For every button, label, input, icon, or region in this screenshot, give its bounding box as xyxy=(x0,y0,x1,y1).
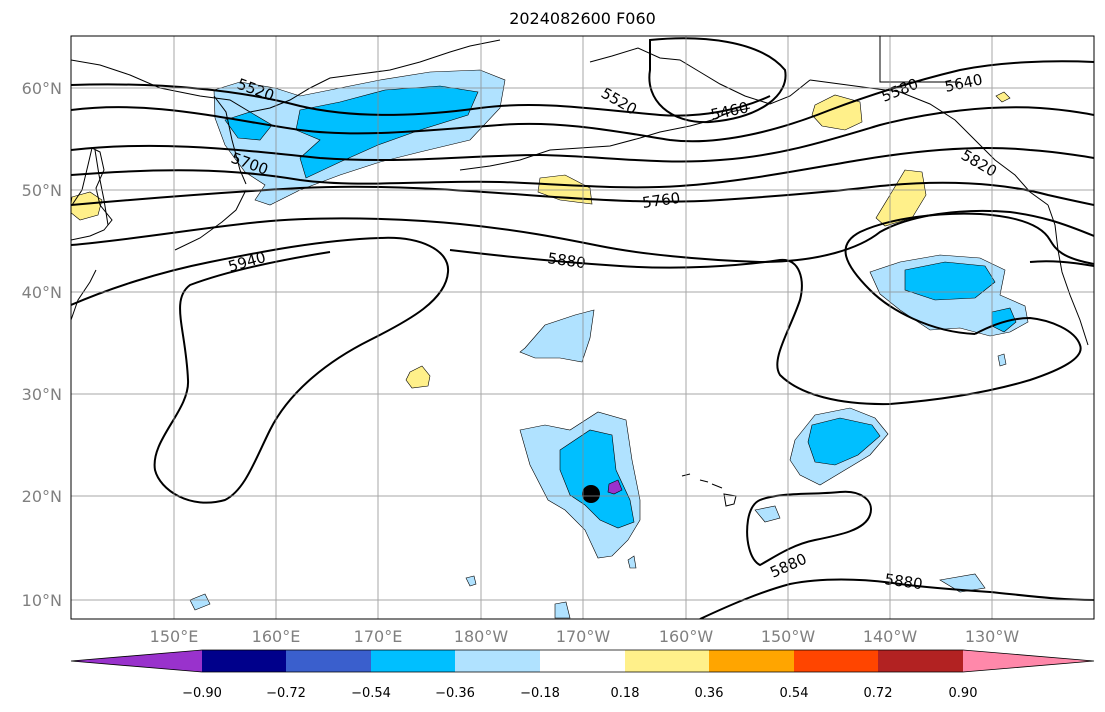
negative-anomaly-small-south-5 xyxy=(627,555,637,569)
colorbar-segment xyxy=(709,650,794,672)
lon-tick-140w: 140°W xyxy=(863,627,918,646)
coastlines xyxy=(71,36,1089,346)
positive-anomaly-small-1 xyxy=(405,365,431,389)
lat-tick-40: 40°N xyxy=(22,283,62,302)
contour-label-5880-south-2: 5880 xyxy=(883,570,923,593)
contour-5820 xyxy=(71,209,1094,264)
negative-anomaly-deep-typhoon xyxy=(607,479,623,495)
colorbar-segments xyxy=(70,649,1095,673)
colorbar-ticks: −0.90 −0.72 −0.54 −0.36 −0.18 0.18 0.36 … xyxy=(182,686,977,701)
colorbar-tick-9: 0.72 xyxy=(864,686,893,701)
lon-tick-170w: 170°W xyxy=(556,627,611,646)
colorbar-tick-2: −0.72 xyxy=(266,686,306,701)
colorbar-segment xyxy=(540,650,625,672)
lat-tick-20: 20°N xyxy=(22,487,62,506)
coast-kamchatka xyxy=(213,95,247,185)
negative-anomaly-small-south-1 xyxy=(754,505,781,523)
colorbar-tick-6: 0.18 xyxy=(611,686,640,701)
negative-anomaly-central-north xyxy=(519,309,595,363)
plot-frame xyxy=(70,35,1095,620)
colorbar-segment xyxy=(71,650,202,672)
anomaly-shading xyxy=(71,69,1029,619)
positive-anomaly-small-2 xyxy=(995,91,1011,103)
lon-tick-160e: 160°E xyxy=(252,627,301,646)
contour-label-5880-center: 5880 xyxy=(546,249,586,272)
colorbar-segment xyxy=(202,650,286,672)
colorbar-tick-5: −0.18 xyxy=(520,686,560,701)
colorbar: −0.90 −0.72 −0.54 −0.36 −0.18 0.18 0.36 … xyxy=(70,649,1095,701)
coast-sakhalin xyxy=(94,149,109,226)
coast-alaska-gulf xyxy=(809,79,1049,206)
colorbar-tick-4: −0.36 xyxy=(435,686,475,701)
contour-5880-south-closed xyxy=(746,490,872,567)
negative-anomaly-small-south-7 xyxy=(997,353,1007,367)
storm-center-marker xyxy=(582,485,600,503)
contour-5640 xyxy=(71,106,1094,163)
map-title: 2024082600 F060 xyxy=(509,9,656,28)
coast-kuril xyxy=(174,189,247,251)
contour-5520-closed xyxy=(648,37,787,124)
negative-anomaly-small-south-6 xyxy=(465,575,477,587)
contour-5880-east xyxy=(1029,260,1094,267)
negative-anomaly-small-south-3 xyxy=(554,601,571,619)
negative-anomaly-small-south-4 xyxy=(189,593,211,611)
lon-tick-150w: 150°W xyxy=(761,627,816,646)
colorbar-segment xyxy=(371,650,455,672)
contour-5880-south xyxy=(699,578,1094,619)
gridlines xyxy=(71,36,1094,619)
colorbar-segment xyxy=(963,650,1094,672)
negative-anomaly-core-east-hawaii xyxy=(807,417,881,466)
lat-tick-10: 10°N xyxy=(22,591,62,610)
negative-anomaly-core-typhoon xyxy=(559,429,635,529)
lat-tick-60: 60°N xyxy=(22,79,62,98)
colorbar-segment xyxy=(625,650,709,672)
colorbar-segment xyxy=(455,650,540,672)
colorbar-outline xyxy=(70,649,1095,673)
colorbar-tick-3: −0.54 xyxy=(351,686,391,701)
lat-tick-30: 30°N xyxy=(22,385,62,404)
coast-canada-inland xyxy=(879,36,960,83)
contour-5880-center xyxy=(449,249,1082,406)
coast-aleutians xyxy=(459,107,751,171)
coast-russia-far-east xyxy=(71,39,501,113)
positive-anomaly-west xyxy=(71,191,103,221)
lon-tick-130w: 130°W xyxy=(965,627,1020,646)
lat-tick-50: 50°N xyxy=(22,181,62,200)
contour-5940 xyxy=(71,236,450,504)
lon-tick-160w: 160°W xyxy=(659,627,714,646)
negative-anomaly-small-south-2 xyxy=(939,573,986,593)
contour-5700 xyxy=(71,147,1094,189)
latitude-axis: 10°N 20°N 30°N 40°N 50°N 60°N xyxy=(22,79,62,610)
lon-tick-180w: 180°W xyxy=(454,627,509,646)
colorbar-segment xyxy=(794,650,878,672)
colorbar-tick-10: 0.90 xyxy=(949,686,978,701)
longitude-axis: 150°E 160°E 170°E 180°W 170°W 160°W 150°… xyxy=(150,627,1020,646)
lon-tick-150e: 150°E xyxy=(150,627,199,646)
coast-japan-east xyxy=(71,269,97,321)
colorbar-segment xyxy=(286,650,371,672)
coast-british-columbia xyxy=(1047,204,1089,346)
colorbar-tick-8: 0.54 xyxy=(780,686,809,701)
height-contours xyxy=(71,37,1094,619)
contour-5880-gulf xyxy=(844,212,1094,335)
contour-5760 xyxy=(71,181,1094,206)
colorbar-segment xyxy=(878,650,963,672)
lon-tick-170e: 170°E xyxy=(354,627,403,646)
colorbar-tick-7: 0.36 xyxy=(695,686,724,701)
contour-label-5760: 5760 xyxy=(641,189,681,212)
coast-alaska-west xyxy=(589,47,811,105)
colorbar-tick-1: −0.90 xyxy=(182,686,222,701)
contour-5580 xyxy=(71,60,1094,143)
